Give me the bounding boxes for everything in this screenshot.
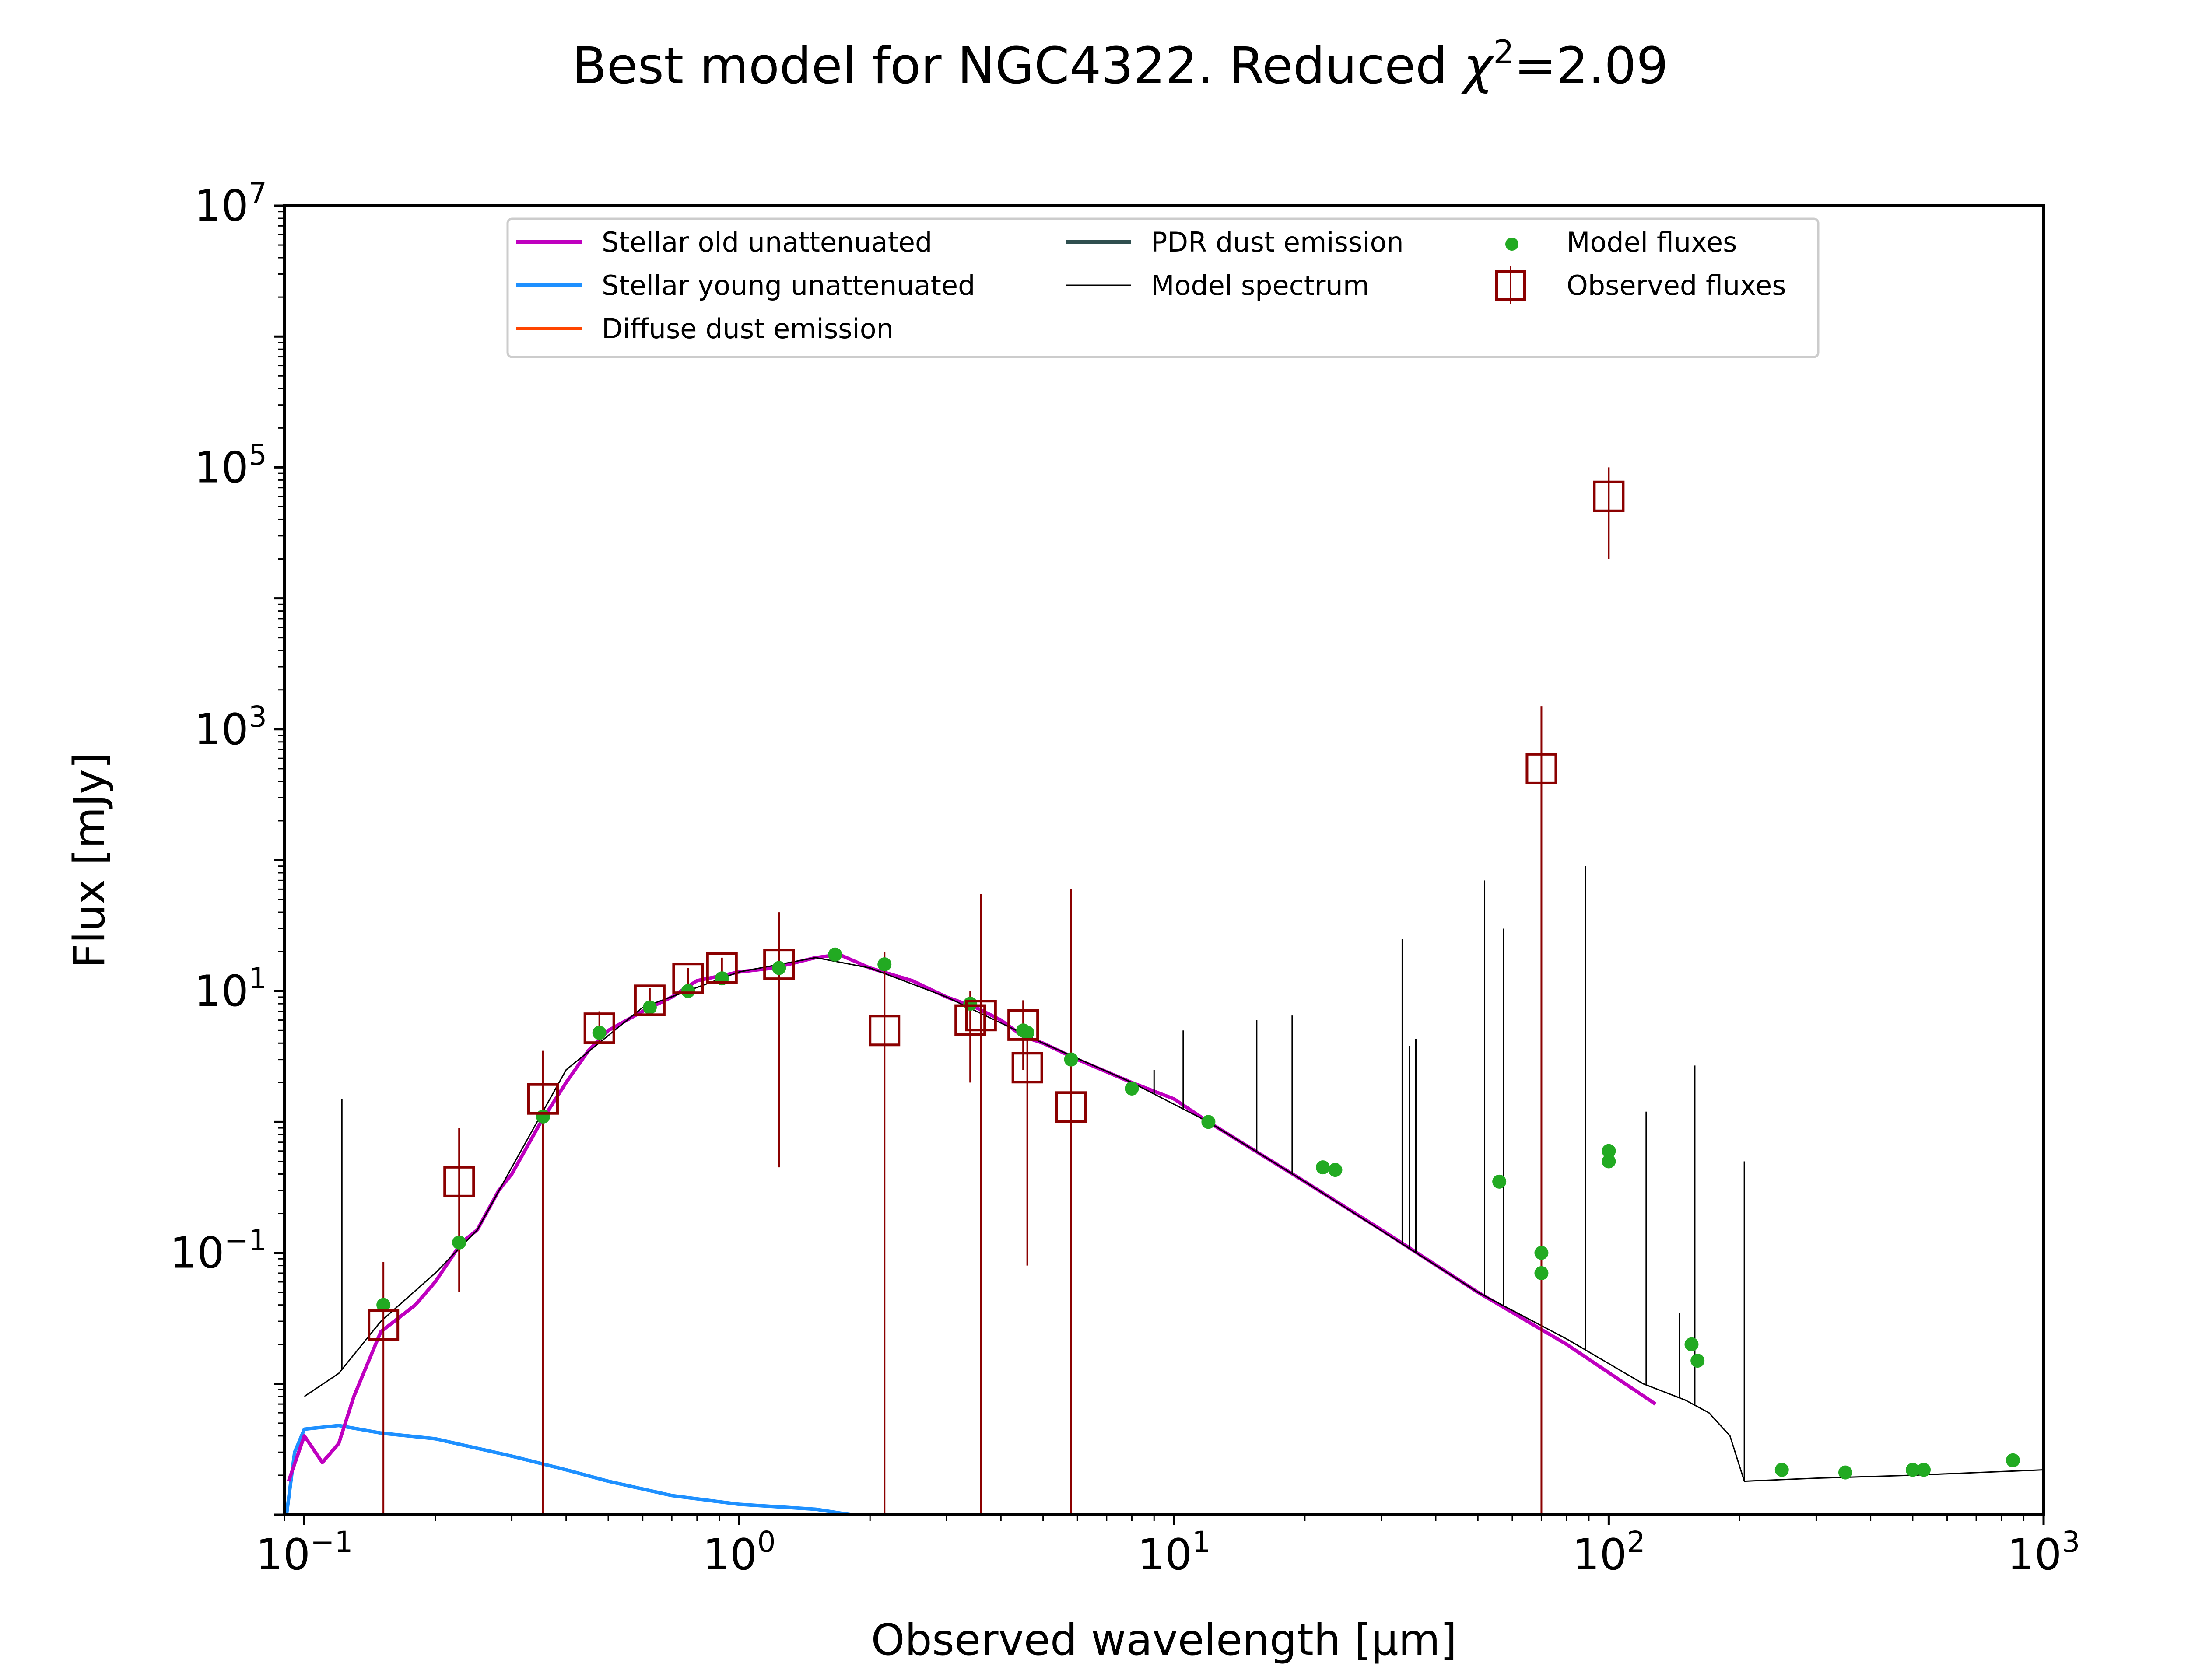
- observed-flux-marker: [763, 948, 795, 980]
- y-tick-label: 107: [194, 176, 267, 231]
- model-spectrum-line: [304, 957, 2044, 1482]
- observed-fluxes-layer: [368, 480, 1625, 1341]
- y-tick-label: 103: [194, 700, 267, 755]
- model-flux-point: [877, 957, 892, 972]
- x-tick-label: 103: [2007, 1525, 2080, 1580]
- model-flux-point: [1534, 1246, 1549, 1260]
- model-flux-point: [828, 947, 842, 962]
- y-axis-label: Flux [mJy]: [65, 752, 115, 968]
- model-flux-point: [1684, 1337, 1699, 1351]
- legend: Stellar old unattenuated Stellar young u…: [506, 217, 1820, 358]
- model-flux-point: [1838, 1465, 1852, 1480]
- x-tick-label: 10−1: [256, 1525, 353, 1580]
- model-flux-point: [642, 1000, 657, 1015]
- stellar-young-layer: [284, 1424, 851, 1515]
- y-axis-ticks: 10−1 101 103 105 107: [170, 176, 284, 1516]
- y-tick-label: 10−1: [170, 1224, 267, 1278]
- x-tick-label: 102: [1572, 1525, 1645, 1580]
- model-flux-point: [1125, 1082, 1139, 1096]
- model-flux-point: [536, 1110, 550, 1124]
- model-flux-point: [1905, 1463, 1920, 1477]
- model-flux-point: [2006, 1453, 2020, 1467]
- observed-flux-marker: [965, 1000, 997, 1032]
- model-flux-point: [1201, 1115, 1216, 1129]
- observed-flux-marker: [583, 1012, 615, 1044]
- model-flux-point: [1917, 1463, 1931, 1477]
- model-flux-point: [772, 961, 786, 975]
- chart-title: Best model for NGC4322. Reduced χ2=2.09: [572, 33, 1669, 95]
- legend-label-observed-fluxes: Observed fluxes: [1567, 270, 1786, 301]
- model-flux-point: [1020, 1026, 1034, 1040]
- model-flux-point: [592, 1026, 607, 1040]
- observed-flux-marker: [527, 1083, 559, 1115]
- observed-flux-marker: [954, 1004, 986, 1036]
- model-flux-point: [1315, 1160, 1330, 1175]
- legend-label-stellar-young: Stellar young unattenuated: [602, 270, 975, 301]
- observed-flux-marker: [1525, 752, 1557, 784]
- model-flux-point: [1064, 1052, 1078, 1067]
- model-flux-point: [1690, 1354, 1705, 1368]
- observed-flux-marker: [634, 984, 666, 1016]
- x-axis-ticks: 10−1 100 101 102 103: [256, 1515, 2080, 1580]
- observed-flux-marker: [1055, 1091, 1087, 1123]
- y-tick-label: 101: [194, 962, 267, 1016]
- model-flux-point: [1328, 1163, 1343, 1177]
- model-flux-point: [452, 1235, 466, 1250]
- legend-swatch-model-fluxes: [1505, 238, 1518, 251]
- model-flux-point: [1774, 1463, 1789, 1477]
- legend-frame: [506, 217, 1820, 358]
- legend-label-model-spectrum: Model spectrum: [1151, 270, 1369, 301]
- model-flux-point: [681, 984, 695, 998]
- model-flux-point: [376, 1298, 391, 1312]
- legend-label-diffuse-dust: Diffuse dust emission: [602, 313, 894, 345]
- model-flux-point: [1602, 1154, 1616, 1169]
- stellar-young-line: [284, 1424, 851, 1515]
- observed-flux-marker: [443, 1166, 475, 1197]
- stellar-old-line: [287, 952, 1657, 1482]
- stellar-old-layer: [287, 952, 1657, 1482]
- observed-flux-marker: [869, 1015, 901, 1046]
- x-tick-label: 100: [703, 1525, 776, 1580]
- observed-flux-marker: [368, 1309, 400, 1341]
- observed-flux-marker: [1007, 1009, 1039, 1041]
- observed-flux-marker: [1593, 480, 1625, 512]
- observed-flux-marker: [1011, 1052, 1043, 1084]
- y-tick-label: 105: [194, 438, 267, 493]
- legend-label-model-fluxes: Model fluxes: [1567, 226, 1737, 258]
- observed-flux-marker: [672, 962, 704, 994]
- x-tick-label: 101: [1137, 1525, 1210, 1580]
- model-flux-point: [1602, 1144, 1616, 1158]
- legend-label-pdr-dust: PDR dust emission: [1151, 226, 1404, 258]
- model-flux-point: [1534, 1266, 1549, 1280]
- observed-flux-marker: [706, 952, 738, 984]
- model-spectrum-layer: [304, 866, 2044, 1482]
- legend-label-stellar-old: Stellar old unattenuated: [602, 226, 932, 258]
- x-axis-label: Observed wavelength [μm]: [871, 1615, 1457, 1665]
- model-flux-point: [1492, 1174, 1507, 1189]
